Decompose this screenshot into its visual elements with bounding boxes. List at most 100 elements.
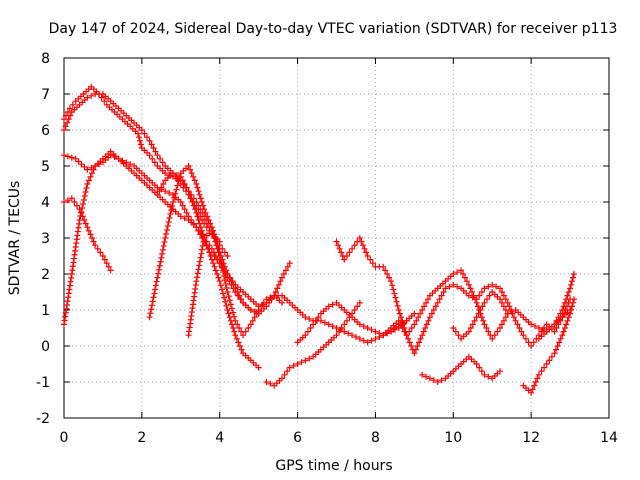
data-point [215,249,222,256]
data-point [186,191,193,198]
data-point [338,325,345,331]
data-point [504,310,511,317]
data-point [392,294,399,301]
data-point [62,123,69,130]
data-point [360,337,367,344]
data-point [569,303,576,310]
data-point [279,299,285,306]
data-point [467,325,474,331]
data-point [168,207,175,213]
data-point [416,339,423,346]
data-point [206,249,213,256]
data-point [66,105,73,112]
data-point [408,343,415,349]
data-point [249,317,256,324]
data-point [386,274,393,281]
data-marks [61,83,577,396]
data-point [211,235,218,241]
data-point [564,317,571,324]
data-point [149,155,156,162]
data-point [196,191,203,198]
data-point [201,206,208,213]
data-point [494,328,501,335]
data-point [354,303,361,310]
data-point [195,217,202,223]
data-point [478,314,485,321]
data-point [84,94,91,101]
data-point [473,361,480,367]
data-point [190,173,197,180]
data-point [115,155,122,162]
data-point [394,302,401,309]
data-point [286,260,293,267]
data-point [197,224,204,231]
data-point [223,285,230,291]
data-point [518,328,525,335]
data-point [506,303,513,310]
data-point [384,271,391,277]
data-point [388,278,394,285]
data-point [253,310,260,317]
data-point [84,181,91,187]
data-point [568,307,575,313]
data-point [485,328,492,335]
data-point [228,278,235,285]
data-point [146,152,153,159]
data-point [146,314,153,321]
y-tick-label: 3 [41,231,50,247]
data-point [196,258,203,265]
data-point [493,283,500,290]
data-point [177,173,184,180]
data-point [516,325,523,331]
y-tick-label: 1 [41,303,50,319]
data-point [69,101,76,108]
data-point [161,238,168,245]
data-point [166,215,173,221]
data-point [238,346,245,353]
chart-title: Day 147 of 2024, Sidereal Day-to-day VTE… [49,21,618,37]
data-point [432,303,439,310]
data-point [195,266,202,273]
data-point [498,321,505,328]
data-point [160,181,167,187]
data-point [395,317,402,324]
data-point [463,278,470,285]
data-point [406,339,413,346]
data-point [210,231,217,238]
data-point [137,141,144,148]
data-point [200,231,207,238]
data-point [535,371,542,378]
data-point [80,201,87,207]
data-point [423,299,430,306]
data-point [228,305,235,312]
data-point [214,245,221,252]
data-point [159,246,166,253]
data-point [61,152,67,159]
data-point [87,231,94,238]
data-point [568,281,575,288]
data-point [277,278,284,285]
data-point [461,274,468,281]
data-point [325,303,332,310]
data-point [191,177,198,184]
data-point [551,350,558,357]
data-point [367,256,374,263]
data-point [380,263,387,270]
data-point [279,375,285,382]
data-point [90,166,97,173]
y-tick-label: -1 [36,375,50,391]
data-point [231,313,238,320]
data-point [471,317,478,324]
data-point [428,310,435,317]
data-point [476,364,483,371]
data-point [236,292,243,299]
data-point [236,343,243,349]
data-point [504,299,511,306]
data-point [279,274,285,281]
data-point [469,321,476,328]
data-point [551,328,558,335]
y-tick-label: 7 [41,87,50,103]
data-point [123,159,130,166]
data-point [267,294,274,301]
data-point [484,296,491,303]
